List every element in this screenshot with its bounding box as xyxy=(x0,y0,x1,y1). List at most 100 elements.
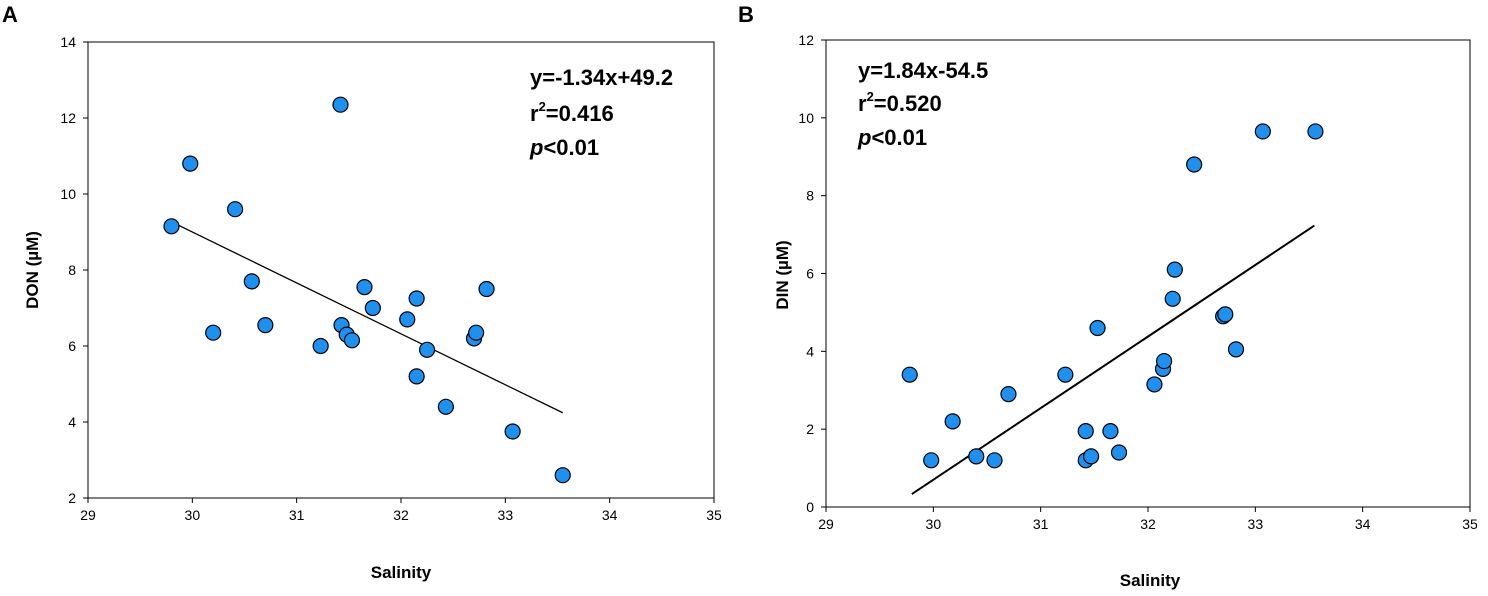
panel-a-data-point xyxy=(182,155,199,172)
panel-a-equation: y=-1.34x+49.2 xyxy=(530,65,673,90)
panel-a-x-tick-label: 31 xyxy=(289,507,305,523)
panel-a-data-point xyxy=(478,280,495,298)
panel-b-r2: r2=0.520 xyxy=(858,89,942,116)
panel-b: B 29 30 31 32 33 34 35 0 2 4 6 8 10 12 Salinity DIN … xyxy=(738,2,1478,590)
panel-a-y-ticks: 2 4 6 8 10 12 14 xyxy=(60,34,88,506)
panel-a-x-tick-label: 32 xyxy=(393,507,409,523)
panel-a-data-point xyxy=(408,368,425,385)
panel-a-x-ticks: 29 30 31 32 33 34 35 xyxy=(80,498,722,523)
panel-a-stats: y=-1.34x+49.2 r2=0.416 p<0.01 xyxy=(529,65,673,160)
panel-a-y-tick-label: 4 xyxy=(68,414,76,430)
panel-a-p: p<0.01 xyxy=(529,135,599,160)
panel-b-r2-sup: 2 xyxy=(867,89,874,104)
panel-b-data-point xyxy=(944,413,961,430)
panel-b-points xyxy=(901,123,1324,469)
panel-a-y-tick-label: 8 xyxy=(68,262,76,278)
panel-a: A 29 30 31 32 33 34 35 2 4 6 8 10 12 14 Salinity DON… xyxy=(2,2,722,582)
panel-b-x-tick-label: 33 xyxy=(1248,516,1264,532)
panel-b-y-tick-label: 2 xyxy=(806,421,814,437)
panel-a-y-tick-label: 2 xyxy=(68,490,76,506)
panel-b-y-tick-label: 4 xyxy=(806,343,814,359)
panel-a-data-point xyxy=(437,398,454,415)
panel-a-r2-sup: 2 xyxy=(539,99,546,114)
panel-b-data-point xyxy=(1254,123,1271,140)
panel-b-data-point xyxy=(1217,306,1234,323)
panel-b-data-point xyxy=(1155,352,1173,370)
panel-b-data-point xyxy=(1166,261,1183,278)
panel-a-data-point xyxy=(399,311,416,328)
panel-b-data-point xyxy=(968,448,985,465)
panel-b-letter: B xyxy=(738,2,754,27)
panel-a-x-tick-label: 33 xyxy=(498,507,514,523)
panel-b-stats: y=1.84x-54.5 r2=0.520 p<0.01 xyxy=(857,58,988,150)
panel-b-y-ticks: 0 2 4 6 8 10 12 xyxy=(798,32,826,515)
panel-b-x-tick-label: 31 xyxy=(1033,516,1049,532)
panel-b-r2-value: =0.520 xyxy=(874,91,942,116)
panel-a-r2-prefix: r xyxy=(530,101,539,126)
panel-b-data-point xyxy=(986,452,1003,469)
panel-b-x-tick-label: 35 xyxy=(1462,516,1478,532)
panel-b-data-point xyxy=(1089,319,1106,337)
panel-a-data-point xyxy=(364,299,381,317)
panel-b-data-point xyxy=(923,452,940,469)
panel-a-points xyxy=(163,96,571,484)
panel-a-data-point xyxy=(163,218,180,235)
panel-b-x-tick-label: 34 xyxy=(1355,516,1371,532)
panel-a-x-tick-label: 30 xyxy=(185,507,201,523)
panel-a-data-point xyxy=(468,324,485,341)
panel-b-x-tick-label: 32 xyxy=(1140,516,1156,532)
panel-b-data-point xyxy=(1083,448,1100,465)
panel-a-y-tick-label: 10 xyxy=(60,186,76,202)
panel-b-data-point xyxy=(1227,341,1245,358)
panel-a-regression-line xyxy=(171,221,564,414)
panel-b-p: p<0.01 xyxy=(857,125,927,150)
panel-a-data-point xyxy=(418,341,436,358)
panel-a-data-point xyxy=(205,324,222,341)
panel-a-r2-value: =0.416 xyxy=(546,101,614,126)
panel-b-y-tick-label: 6 xyxy=(806,266,814,282)
panel-b-y-tick-label: 8 xyxy=(806,188,814,204)
panel-a-data-point xyxy=(356,279,373,296)
panel-a-data-point xyxy=(243,273,260,290)
panel-b-data-point xyxy=(1110,444,1128,461)
panel-a-r2: r2=0.416 xyxy=(530,99,614,126)
panel-b-data-point xyxy=(901,366,918,383)
panel-b-x-ticks: 29 30 31 32 33 34 35 xyxy=(818,507,1478,532)
panel-a-data-point xyxy=(554,467,571,484)
panel-a-data-point xyxy=(332,96,349,113)
panel-b-y-tick-label: 10 xyxy=(798,110,814,126)
panel-b-data-point xyxy=(1164,290,1181,307)
panel-b-r2-prefix: r xyxy=(858,91,867,116)
panel-a-x-axis-label: Salinity xyxy=(371,563,432,582)
panel-a-data-point xyxy=(504,423,521,440)
panel-b-p-italic: p xyxy=(857,125,871,150)
panel-b-data-point xyxy=(1000,386,1017,403)
panel-b-data-point xyxy=(1146,376,1163,393)
panel-a-data-point xyxy=(227,201,244,218)
panel-b-x-axis-label: Salinity xyxy=(1120,571,1181,590)
panel-a-x-tick-label: 29 xyxy=(80,507,96,523)
panel-b-y-axis-label: DIN (µM) xyxy=(773,240,792,309)
panel-b-data-point xyxy=(1307,123,1324,140)
panel-b-data-point xyxy=(1186,156,1203,173)
panel-b-y-tick-label: 12 xyxy=(798,32,814,48)
panel-a-p-italic: p xyxy=(529,135,543,160)
panel-a-y-tick-label: 14 xyxy=(60,34,76,50)
panel-a-data-point xyxy=(408,290,425,307)
panel-b-y-tick-label: 0 xyxy=(806,499,814,515)
panel-a-plot-frame xyxy=(87,41,715,499)
panel-a-data-point xyxy=(257,317,274,334)
panel-a-y-tick-label: 12 xyxy=(60,110,76,126)
panel-a-y-axis-label: DON (µM) xyxy=(23,231,42,309)
panel-b-data-point xyxy=(1077,423,1094,440)
panel-b-equation: y=1.84x-54.5 xyxy=(858,58,988,83)
panel-b-p-value: <0.01 xyxy=(871,125,927,150)
panel-b-x-tick-label: 30 xyxy=(926,516,942,532)
panel-a-p-value: <0.01 xyxy=(543,135,599,160)
panel-b-data-point xyxy=(1102,423,1119,440)
panel-a-data-point xyxy=(343,332,361,349)
panel-a-y-tick-label: 6 xyxy=(68,338,76,354)
panel-b-data-point xyxy=(1057,366,1074,383)
panel-b-x-tick-label: 29 xyxy=(818,516,834,532)
